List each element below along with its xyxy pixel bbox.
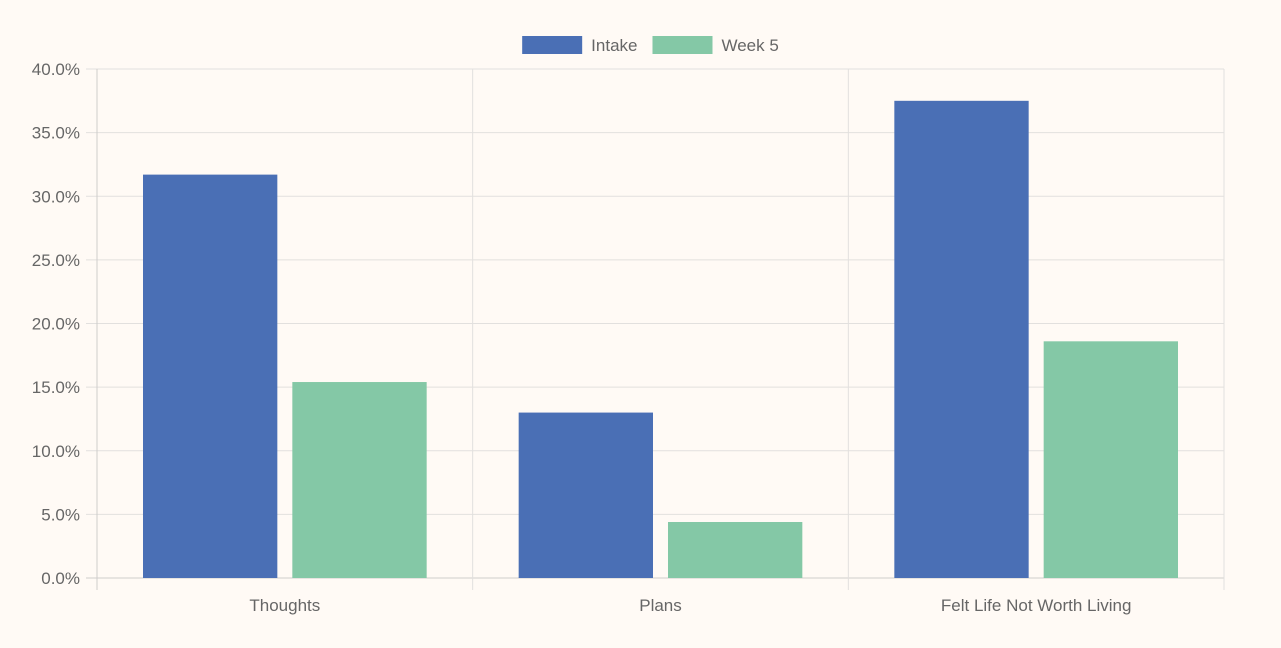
- legend-item-intake[interactable]: Intake: [522, 36, 637, 55]
- y-tick-label: 30.0%: [32, 187, 80, 206]
- bar-intake-plans[interactable]: [518, 412, 653, 578]
- bar-week-5-plans[interactable]: [668, 522, 803, 578]
- y-tick-label: 40.0%: [32, 60, 80, 79]
- legend-label: Intake: [591, 36, 637, 55]
- bar-intake-thoughts[interactable]: [143, 174, 278, 578]
- legend-label: Week 5: [721, 36, 778, 55]
- tick-labels: 0.0% 5.0% 10.0% 15.0% 20.0% 25.0% 30.0% 35.0% 40…: [32, 60, 1132, 615]
- y-tick-label: 25.0%: [32, 251, 80, 270]
- legend[interactable]: Intake Week 5: [522, 36, 779, 55]
- legend-swatch: [522, 36, 583, 54]
- y-tick-label: 15.0%: [32, 378, 80, 397]
- y-tick-label: 35.0%: [32, 124, 80, 143]
- bar-week-5-felt-life-not-worth-living[interactable]: [1043, 341, 1178, 578]
- y-tick-label: 0.0%: [41, 569, 80, 588]
- legend-item-week-5[interactable]: Week 5: [652, 36, 779, 55]
- legend-swatch: [652, 36, 713, 54]
- y-tick-label: 10.0%: [32, 442, 80, 461]
- bar-week-5-thoughts[interactable]: [292, 382, 427, 578]
- y-tick-label: 5.0%: [41, 505, 80, 524]
- y-tick-label: 20.0%: [32, 315, 80, 334]
- bar-intake-felt-life-not-worth-living[interactable]: [894, 100, 1029, 578]
- x-tick-label: Felt Life Not Worth Living: [941, 596, 1132, 615]
- bars: [143, 100, 1178, 578]
- x-tick-label: Thoughts: [249, 596, 320, 615]
- x-tick-label: Plans: [639, 596, 682, 615]
